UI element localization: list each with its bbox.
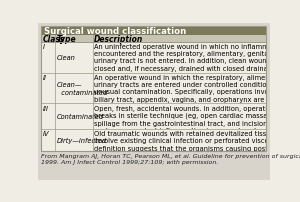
Text: Open, fresh, accidental wounds. In addition, operations with major
breaks in ste: Open, fresh, accidental wounds. In addit… [94, 105, 300, 140]
Bar [41, 73, 266, 104]
Text: II: II [43, 75, 47, 81]
Bar [41, 43, 266, 73]
Bar [40, 26, 267, 152]
Bar [41, 36, 266, 43]
Text: IV: IV [43, 131, 50, 137]
Text: Dirty—infected: Dirty—infected [57, 137, 107, 143]
Bar [41, 27, 266, 152]
Text: Class: Class [43, 35, 65, 44]
Bar [41, 27, 266, 36]
Text: Old traumatic wounds with retained devitalized tissue and those that
involve exi: Old traumatic wounds with retained devit… [94, 130, 300, 158]
Text: Description: Description [94, 35, 143, 44]
Text: Clean—
  contaminated: Clean— contaminated [57, 82, 107, 95]
Text: Contaminated: Contaminated [57, 114, 104, 120]
Text: III: III [43, 105, 49, 112]
Text: Clean: Clean [57, 55, 76, 61]
Text: Type: Type [57, 35, 76, 44]
Text: Surgical wound classification: Surgical wound classification [44, 27, 186, 36]
Text: An operative wound in which the respiratory, alimentary, genital, or
urinary tra: An operative wound in which the respirat… [94, 74, 300, 117]
Text: I: I [43, 44, 45, 50]
Bar [41, 129, 266, 152]
Text: From Mangram AJ, Horan TC, Pearson ML, et al. Guideline for prevention of surgic: From Mangram AJ, Horan TC, Pearson ML, e… [41, 153, 300, 164]
Text: An uninfected operative wound in which no inflammation is
encountered and the re: An uninfected operative wound in which n… [94, 44, 300, 86]
Bar [41, 104, 266, 129]
